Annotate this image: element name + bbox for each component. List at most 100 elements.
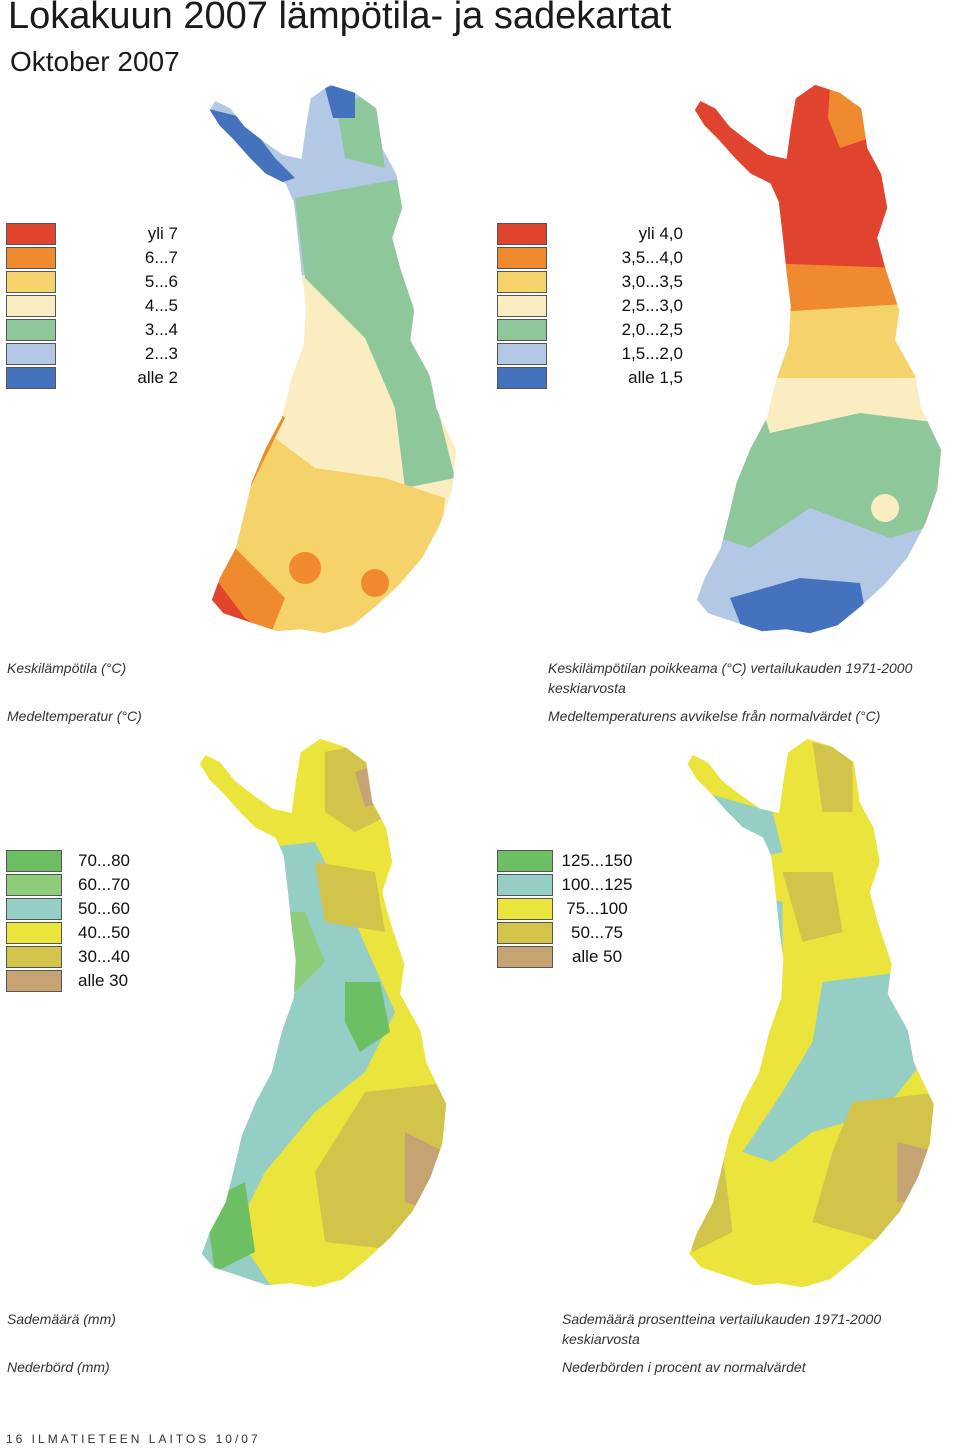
legend-label: 100...125	[561, 875, 633, 894]
legend-row: 5...6	[6, 270, 178, 294]
legend-label: 50...60	[78, 899, 130, 918]
legend-label: alle 1,5	[628, 368, 683, 387]
legend-label: 40...50	[78, 923, 130, 942]
zone-50-75-north	[812, 742, 853, 812]
legend-swatch	[6, 898, 62, 920]
legend-swatch	[6, 223, 56, 245]
legend-row: alle 1,5	[497, 366, 683, 390]
legend-row: 6...7	[6, 246, 178, 270]
legend-row: 1,5...2,0	[497, 342, 683, 366]
zone-3-4	[295, 178, 455, 488]
legend-row: 100...125	[497, 873, 641, 897]
legend-swatch	[6, 247, 56, 269]
legend-row: 3...4	[6, 318, 178, 342]
zone-100-125-central	[742, 972, 923, 1162]
precipitation-caption-fi: Sademäärä (mm)	[7, 1311, 116, 1327]
legend-swatch	[497, 295, 547, 317]
legend-label: 30...40	[78, 947, 130, 966]
legend-swatch	[497, 271, 547, 293]
legend-swatch	[6, 874, 62, 896]
legend-row: 50...75	[497, 921, 641, 945]
legend-swatch	[497, 898, 553, 920]
legend-label: 6...7	[144, 248, 178, 267]
precipitation-legend: 70...80 60...70 50...60 40...50 30...40 …	[6, 849, 130, 993]
legend-label: 3,5...4,0	[621, 248, 683, 267]
legend-swatch	[497, 223, 547, 245]
legend-row: 3,5...4,0	[497, 246, 683, 270]
legend-swatch	[497, 319, 547, 341]
legend-row: 70...80	[6, 849, 130, 873]
legend-label: 50...75	[571, 923, 623, 942]
legend-swatch	[497, 946, 553, 968]
zone-2-5-3-0	[750, 368, 940, 433]
legend-row: yli 4,0	[497, 222, 683, 246]
temperature-caption-sv: Medeltemperatur (°C)	[7, 708, 142, 724]
zone-below-2	[209, 108, 295, 188]
zone-3-0-3-5	[750, 293, 940, 378]
legend-label: 3...4	[144, 320, 178, 339]
legend-row: 50...60	[6, 897, 130, 921]
temperature-map	[208, 83, 458, 635]
legend-row: 40...50	[6, 921, 130, 945]
legend-label: alle 30	[78, 971, 129, 990]
legend-row: 75...100	[497, 897, 641, 921]
legend-row: 3,0...3,5	[497, 270, 683, 294]
legend-swatch	[6, 946, 62, 968]
legend-label: alle 50	[571, 947, 623, 966]
zone-over-4-0	[694, 84, 942, 278]
legend-label: 1,5...2,0	[621, 344, 683, 363]
legend-swatch	[6, 367, 56, 389]
legend-swatch	[6, 271, 56, 293]
legend-row: 2...3	[6, 342, 178, 366]
legend-row: alle 50	[497, 945, 641, 969]
precipitation-percent-caption-fi-text: Sademäärä prosentteina vertailukauden 19…	[562, 1311, 882, 1347]
legend-swatch	[497, 367, 547, 389]
anomaly-caption-fi-text: Keskilämpötilan poikkeama (°C) vertailuk…	[548, 660, 913, 696]
legend-label: alle 2	[137, 368, 178, 387]
legend-label: 2,0...2,5	[621, 320, 683, 339]
zone-30-40-mid	[315, 862, 385, 932]
legend-label: 60...70	[78, 875, 130, 894]
legend-swatch	[497, 247, 547, 269]
legend-row: 60...70	[6, 873, 130, 897]
legend-label: 2...3	[144, 344, 178, 363]
legend-swatch	[6, 343, 56, 365]
legend-label: 75...100	[566, 899, 628, 918]
legend-swatch	[497, 922, 553, 944]
zone-2-5-3-0-spot	[871, 494, 899, 522]
legend-label: 70...80	[78, 851, 130, 870]
legend-label: yli 4,0	[638, 224, 683, 243]
legend-label: 125...150	[561, 851, 633, 870]
legend-row: yli 7	[6, 222, 178, 246]
legend-swatch	[6, 850, 62, 872]
anomaly-caption-fi: Keskilämpötilan poikkeama (°C) vertailuk…	[548, 658, 948, 698]
temperature-caption-fi: Keskilämpötila (°C)	[7, 660, 127, 676]
temperature-anomaly-legend: yli 4,0 3,5...4,0 3,0...3,5 2,5...3,0 2,…	[497, 222, 683, 390]
legend-label: 2,5...3,0	[621, 296, 683, 315]
legend-row: alle 2	[6, 366, 178, 390]
legend-row: alle 30	[6, 969, 130, 993]
legend-row: 2,5...3,0	[497, 294, 683, 318]
legend-swatch	[6, 295, 56, 317]
legend-swatch	[497, 874, 553, 896]
zone-70-80	[345, 982, 390, 1052]
page-title: Lokakuun 2007 lämpötila- ja sadekartat	[8, 0, 672, 37]
page-subtitle: Oktober 2007	[10, 46, 180, 77]
legend-row: 2,0...2,5	[497, 318, 683, 342]
precipitation-caption-sv: Nederbörd (mm)	[7, 1359, 110, 1375]
legend-swatch	[497, 343, 547, 365]
precipitation-map	[198, 737, 448, 1289]
zone-6-7-spot-b	[361, 569, 389, 597]
precipitation-percent-caption-fi: Sademäärä prosentteina vertailukauden 19…	[562, 1309, 922, 1349]
zone-50-75	[782, 872, 843, 942]
legend-row: 125...150	[497, 849, 641, 873]
temperature-legend: yli 7 6...7 5...6 4...5 3...4 2...3 alle…	[6, 222, 178, 390]
legend-label: yli 7	[147, 224, 178, 243]
zone-5-6	[225, 438, 445, 634]
precipitation-percent-map	[685, 737, 936, 1289]
precipitation-percent-legend: 125...150 100...125 75...100 50...75 all…	[497, 849, 641, 969]
legend-swatch	[6, 319, 56, 341]
legend-label: 5...6	[144, 272, 178, 291]
legend-label: 3,0...3,5	[621, 272, 683, 291]
zone-6-7-spot-a	[289, 552, 321, 584]
